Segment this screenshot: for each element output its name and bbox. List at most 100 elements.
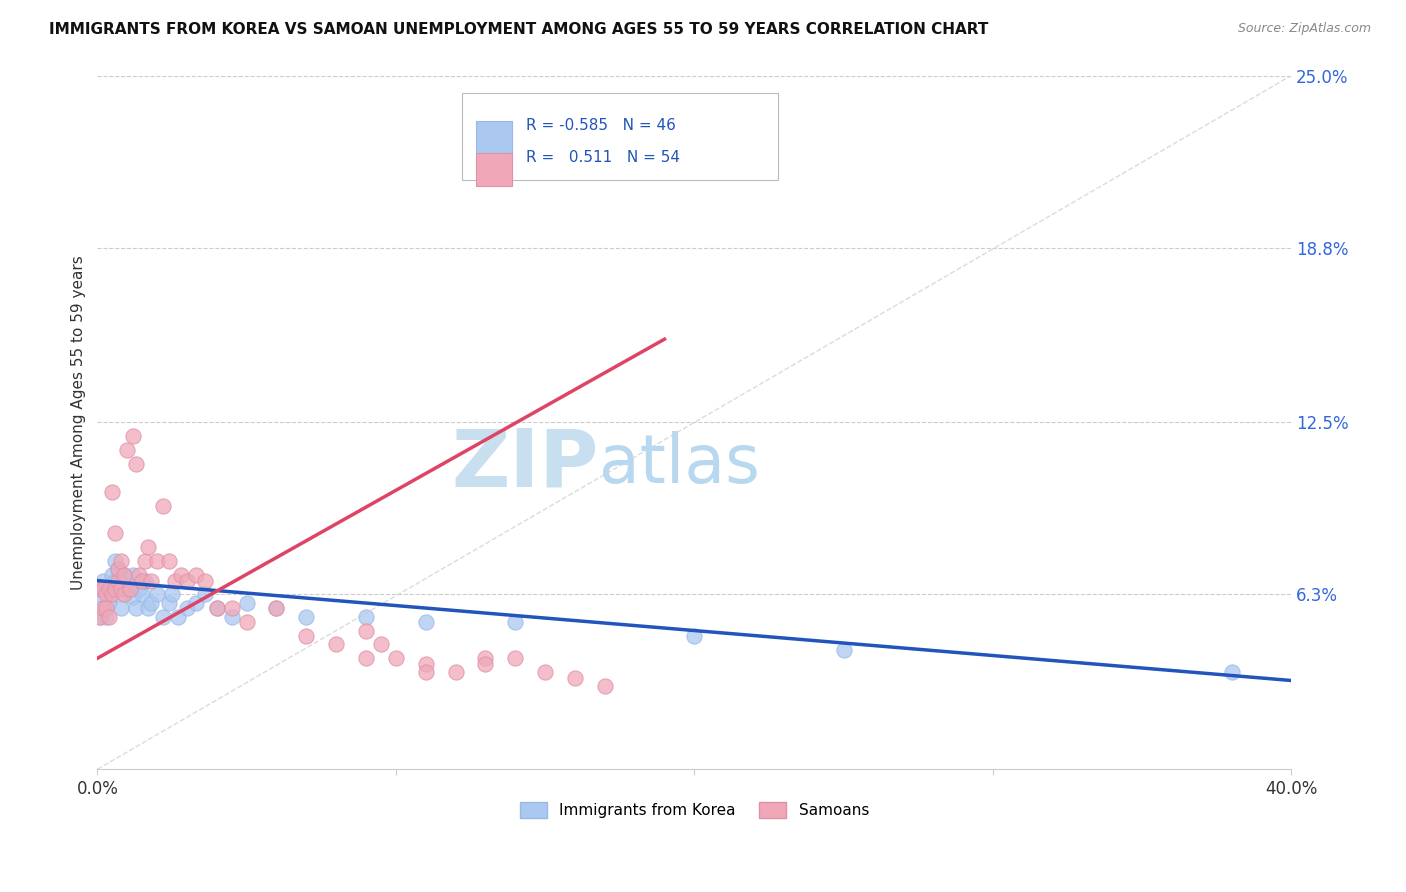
Point <box>98 609 121 624</box>
Point <box>89 609 111 624</box>
Point <box>170 568 193 582</box>
Point <box>98 596 121 610</box>
Point <box>107 562 129 576</box>
Y-axis label: Unemployment Among Ages 55 to 59 years: Unemployment Among Ages 55 to 59 years <box>72 255 86 590</box>
Text: IMMIGRANTS FROM KOREA VS SAMOAN UNEMPLOYMENT AMONG AGES 55 TO 59 YEARS CORRELATI: IMMIGRANTS FROM KOREA VS SAMOAN UNEMPLOY… <box>49 22 988 37</box>
Point <box>157 596 180 610</box>
Point <box>91 601 114 615</box>
Point <box>128 568 150 582</box>
Point <box>107 562 129 576</box>
Point <box>91 582 114 596</box>
Point <box>101 484 124 499</box>
Text: R = -0.585   N = 46: R = -0.585 N = 46 <box>526 119 676 133</box>
Point <box>136 541 159 555</box>
Point <box>104 526 127 541</box>
Point <box>564 671 586 685</box>
Point <box>91 601 114 615</box>
Point <box>122 591 145 605</box>
Point <box>163 574 186 588</box>
Point <box>354 609 377 624</box>
Point <box>115 443 138 458</box>
Point <box>134 554 156 568</box>
Point <box>474 651 496 665</box>
Point <box>112 568 135 582</box>
Point <box>235 596 257 610</box>
Point <box>176 601 198 615</box>
Point <box>101 587 124 601</box>
Point <box>415 615 437 630</box>
Point <box>503 615 526 630</box>
Point <box>112 568 135 582</box>
Point <box>107 574 129 588</box>
Point <box>295 609 318 624</box>
Point <box>112 587 135 601</box>
Point <box>89 609 111 624</box>
Point <box>131 574 153 588</box>
Point <box>89 582 111 596</box>
Point <box>98 582 121 596</box>
Point <box>194 587 217 601</box>
Point <box>96 601 118 615</box>
Point <box>221 609 243 624</box>
Point <box>101 587 124 601</box>
Point <box>104 554 127 568</box>
Point <box>152 499 174 513</box>
Point <box>136 601 159 615</box>
Point <box>194 574 217 588</box>
Point <box>295 629 318 643</box>
Point <box>96 609 118 624</box>
Point <box>160 587 183 601</box>
Point <box>96 582 118 596</box>
Text: atlas: atlas <box>599 431 759 497</box>
Point <box>91 574 114 588</box>
Point <box>146 587 169 601</box>
Point <box>110 601 132 615</box>
Legend: Immigrants from Korea, Samoans: Immigrants from Korea, Samoans <box>513 796 875 824</box>
Point <box>266 601 288 615</box>
Point <box>134 574 156 588</box>
Point <box>120 582 142 596</box>
Bar <box>475 153 512 186</box>
Point <box>104 582 127 596</box>
Point <box>444 665 467 680</box>
Text: R =   0.511   N = 54: R = 0.511 N = 54 <box>526 151 681 165</box>
Point <box>503 651 526 665</box>
Point <box>266 601 288 615</box>
Point <box>474 657 496 671</box>
Point <box>125 457 148 471</box>
Point <box>534 665 557 680</box>
Point <box>146 554 169 568</box>
Point <box>370 637 392 651</box>
Point <box>832 643 855 657</box>
Point <box>139 596 162 610</box>
Point <box>205 601 228 615</box>
Text: ZIP: ZIP <box>451 425 599 503</box>
Point <box>96 587 118 601</box>
Point <box>235 615 257 630</box>
Point <box>683 629 706 643</box>
Point <box>415 665 437 680</box>
Point <box>112 587 135 601</box>
Point <box>115 574 138 588</box>
Point <box>184 568 207 582</box>
Point <box>131 587 153 601</box>
Point <box>128 582 150 596</box>
Point <box>152 609 174 624</box>
Point <box>354 651 377 665</box>
Point <box>176 574 198 588</box>
Point <box>354 624 377 638</box>
Point <box>325 637 347 651</box>
Point <box>104 574 127 588</box>
Point <box>415 657 437 671</box>
Point <box>221 601 243 615</box>
Point <box>120 582 142 596</box>
Point <box>110 554 132 568</box>
Point <box>593 679 616 693</box>
FancyBboxPatch shape <box>461 93 778 179</box>
Point <box>110 574 132 588</box>
Point <box>122 568 145 582</box>
Point <box>167 609 190 624</box>
Point <box>125 601 148 615</box>
Point <box>139 574 162 588</box>
Text: Source: ZipAtlas.com: Source: ZipAtlas.com <box>1237 22 1371 36</box>
